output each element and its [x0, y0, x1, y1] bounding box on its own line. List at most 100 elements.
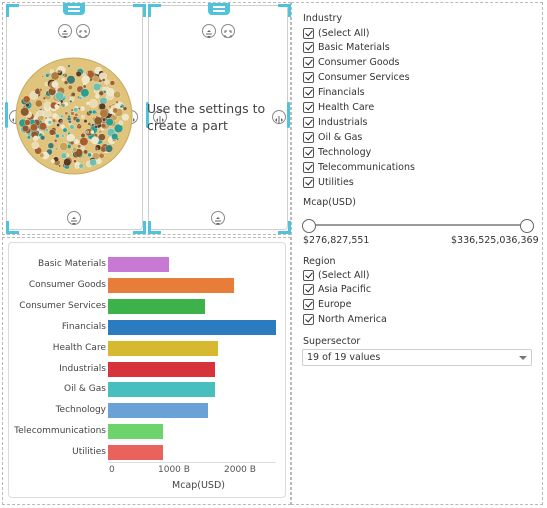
bubble[interactable] — [73, 159, 77, 163]
bubble[interactable] — [42, 96, 47, 100]
bubble[interactable] — [78, 163, 84, 169]
bubble[interactable] — [73, 139, 80, 145]
bubble[interactable] — [69, 140, 75, 146]
bubble[interactable] — [80, 114, 85, 119]
resize-bar-left[interactable] — [5, 102, 8, 128]
bubble[interactable] — [98, 102, 106, 111]
industry-filter-item[interactable]: Industrials — [303, 115, 368, 129]
bubble[interactable] — [92, 75, 100, 83]
empty-part-panel[interactable] — [148, 5, 288, 230]
checkbox-checked-icon[interactable] — [303, 72, 314, 84]
bubble[interactable] — [67, 115, 71, 119]
bubble[interactable] — [98, 152, 105, 159]
checkbox-checked-icon[interactable] — [303, 102, 314, 113]
bar[interactable] — [108, 382, 215, 398]
bubble[interactable] — [51, 81, 59, 88]
bubble[interactable] — [64, 111, 69, 116]
bubble[interactable] — [90, 130, 95, 134]
fullscreen-icon[interactable] — [221, 24, 235, 38]
bubble[interactable] — [59, 142, 68, 151]
bubble[interactable] — [88, 110, 93, 115]
bubble[interactable] — [50, 159, 55, 164]
checkbox-checked-icon[interactable] — [303, 269, 314, 281]
bubble[interactable] — [79, 137, 89, 146]
bubble[interactable] — [98, 129, 103, 134]
bubble[interactable] — [77, 144, 82, 149]
bubble[interactable] — [56, 123, 60, 127]
checkbox-checked-icon[interactable] — [303, 27, 314, 39]
bubble[interactable] — [72, 147, 78, 152]
bubble[interactable] — [93, 116, 103, 126]
checkbox-checked-icon[interactable] — [303, 146, 314, 158]
bubble[interactable] — [113, 90, 121, 99]
bubble[interactable] — [44, 116, 48, 120]
expand-vertical-icon[interactable] — [58, 24, 72, 38]
bar[interactable] — [108, 361, 215, 377]
bubble[interactable] — [105, 118, 114, 127]
industry-filter-item[interactable]: Consumer Services — [303, 71, 410, 85]
bubble[interactable] — [82, 84, 87, 89]
resize-vertical-icon[interactable] — [67, 211, 81, 225]
bubble[interactable] — [89, 158, 97, 167]
bubble[interactable] — [98, 90, 104, 96]
industry-filter-item[interactable]: Telecommunications — [303, 160, 415, 174]
bubble[interactable] — [60, 124, 65, 129]
bubble[interactable] — [54, 139, 58, 143]
bubble[interactable] — [39, 115, 45, 121]
industry-filter-item[interactable]: (Select All) — [303, 26, 370, 40]
checkbox-checked-icon[interactable] — [303, 284, 314, 296]
bubble[interactable] — [100, 123, 106, 129]
checkbox-checked-icon[interactable] — [303, 299, 314, 311]
bubble[interactable] — [87, 152, 92, 158]
bubble[interactable] — [49, 128, 56, 136]
bubble[interactable] — [70, 108, 74, 112]
bubble[interactable] — [45, 128, 49, 132]
mcap-slider-track[interactable] — [309, 224, 526, 226]
bubble[interactable] — [20, 107, 30, 117]
bubble[interactable] — [39, 88, 43, 92]
bubble[interactable] — [92, 109, 97, 115]
bubble[interactable] — [85, 130, 90, 134]
mcap-slider-min-handle[interactable] — [302, 219, 316, 233]
checkbox-checked-icon[interactable] — [303, 57, 314, 69]
supersector-dropdown[interactable]: 19 of 19 values — [302, 349, 532, 366]
bubble[interactable] — [86, 101, 90, 105]
bubble[interactable] — [77, 123, 81, 127]
industry-filter-item[interactable]: Consumer Goods — [303, 56, 399, 70]
bubble[interactable] — [80, 88, 90, 98]
resize-vertical-icon[interactable] — [211, 211, 225, 225]
bar[interactable] — [108, 257, 170, 272]
bubble[interactable] — [105, 144, 113, 153]
resize-bar-left[interactable] — [146, 102, 149, 128]
bubble[interactable] — [101, 86, 106, 91]
bubble[interactable] — [115, 100, 119, 104]
industry-filter-item[interactable]: Technology — [303, 145, 371, 159]
bubble[interactable] — [54, 91, 65, 101]
industry-filter-item[interactable]: Health Care — [303, 101, 374, 115]
bar[interactable] — [108, 424, 163, 440]
region-filter-item[interactable]: Asia Pacific — [303, 283, 371, 297]
bubble[interactable] — [54, 147, 59, 151]
bubble[interactable] — [70, 92, 76, 97]
drag-handle-icon[interactable] — [63, 3, 85, 15]
bubble[interactable] — [27, 135, 31, 140]
bubble[interactable] — [122, 113, 129, 121]
bubble[interactable] — [22, 95, 31, 104]
checkbox-checked-icon[interactable] — [303, 131, 314, 143]
bubble[interactable] — [24, 119, 31, 126]
bubble[interactable] — [60, 114, 64, 119]
bubble[interactable] — [22, 125, 29, 132]
bubble[interactable] — [78, 96, 83, 101]
checkbox-checked-icon[interactable] — [303, 87, 314, 99]
bubble[interactable] — [55, 105, 60, 109]
bubble[interactable] — [61, 77, 65, 82]
checkbox-checked-icon[interactable] — [303, 176, 314, 188]
bubble[interactable] — [55, 133, 60, 139]
bubble[interactable] — [25, 102, 30, 108]
bubble[interactable] — [70, 111, 75, 116]
bubble[interactable] — [50, 71, 60, 81]
bubble[interactable] — [118, 120, 124, 126]
bubble[interactable] — [88, 99, 98, 108]
bar[interactable] — [108, 298, 205, 314]
bubble[interactable] — [35, 99, 43, 108]
